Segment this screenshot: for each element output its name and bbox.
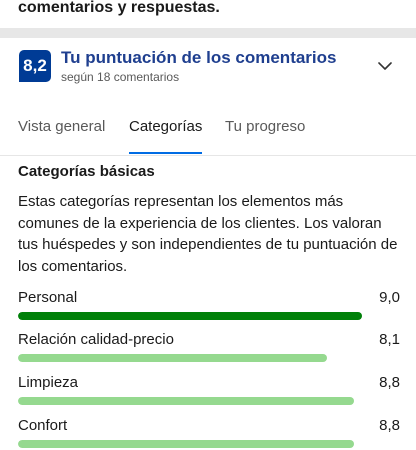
review-score-card: 8,2 Tu puntuación de los comentarios seg… <box>0 38 416 450</box>
score-badge: 8,2 <box>19 50 51 82</box>
category-label: Personal <box>18 289 78 306</box>
category-bar-fill <box>18 354 328 362</box>
tab-categorias[interactable]: Categorías <box>129 118 203 154</box>
category-value: 8,8 <box>379 417 400 434</box>
category-relacion-calidad-precio: Relación calidad-precio 8,1 <box>18 331 400 367</box>
category-value: 8,8 <box>379 374 400 391</box>
category-label: Limpieza <box>18 374 79 391</box>
score-subtitle: según 18 comentarios <box>61 70 180 84</box>
category-bar <box>18 354 400 362</box>
category-bar-fill <box>18 440 355 448</box>
category-limpieza: Limpieza 8,8 <box>18 374 400 410</box>
previous-card: comentarios y respuestas. <box>0 0 416 28</box>
tab-tu-progreso[interactable]: Tu progreso <box>225 118 306 135</box>
category-label: Relación calidad-precio <box>18 331 174 348</box>
section-title: Categorías básicas <box>18 163 155 180</box>
section-description: Estas categorías representan los element… <box>18 193 398 275</box>
category-bar <box>18 312 400 320</box>
category-bar <box>18 397 400 405</box>
previous-card-text: comentarios y respuestas. <box>18 0 220 16</box>
category-personal: Personal 9,0 <box>18 289 400 325</box>
category-label: Confort <box>18 417 68 434</box>
category-value: 9,0 <box>379 289 400 306</box>
tab-bar: Vista general Categorías Tu progreso <box>0 110 416 156</box>
category-bar-fill <box>18 312 362 320</box>
category-bar <box>18 440 400 448</box>
score-header[interactable]: 8,2 Tu puntuación de los comentarios seg… <box>18 47 398 87</box>
chevron-down-icon[interactable] <box>375 56 395 76</box>
category-value: 8,1 <box>379 331 400 348</box>
tab-vista-general[interactable]: Vista general <box>18 118 106 135</box>
score-title[interactable]: Tu puntuación de los comentarios <box>61 48 337 67</box>
category-confort: Confort 8,8 <box>18 417 400 450</box>
category-bar-fill <box>18 397 355 405</box>
